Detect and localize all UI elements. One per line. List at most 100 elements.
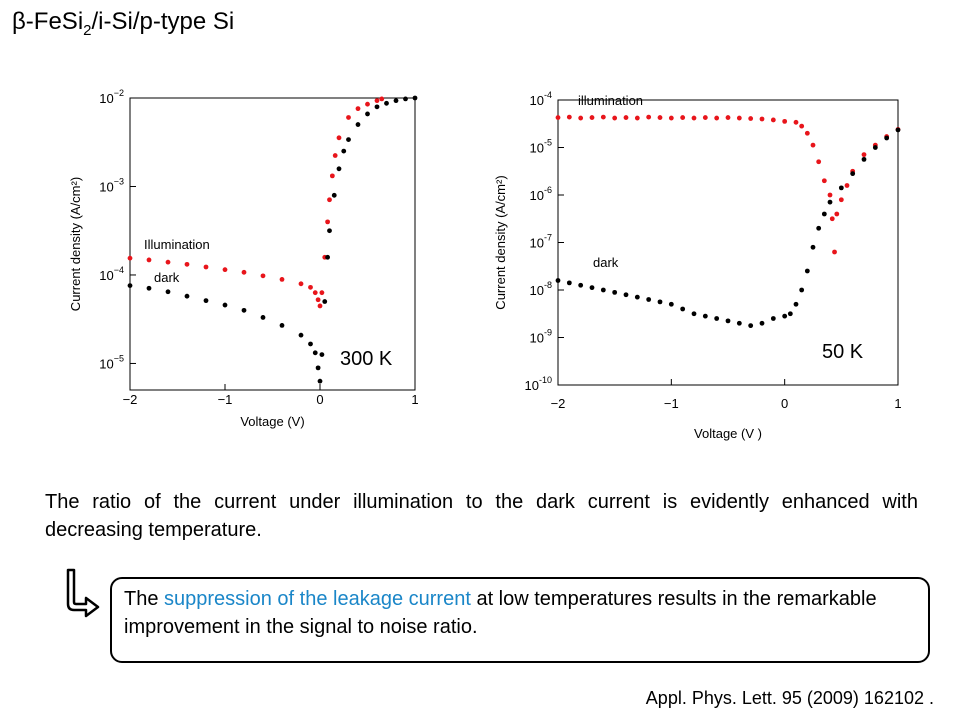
data-point (872, 145, 878, 150)
y-tick-label: 10−3 (99, 176, 124, 194)
data-point (759, 116, 765, 122)
y-axis-label: Current density (A/cm²) (493, 175, 508, 309)
data-point (317, 378, 323, 384)
data-point (203, 298, 209, 304)
data-point (322, 299, 328, 304)
data-point (834, 211, 840, 217)
data-point (725, 115, 731, 120)
data-point (325, 219, 330, 225)
citation: Appl. Phys. Lett. 95 (2009) 162102 . (645, 688, 934, 708)
data-point (341, 148, 347, 154)
plot-frame (129, 97, 416, 391)
data-point (184, 293, 190, 299)
data-point (884, 135, 890, 141)
series-dark (127, 95, 418, 384)
data-point (634, 294, 640, 300)
data-point (327, 197, 332, 203)
data-point (336, 166, 342, 172)
data-point (821, 211, 827, 217)
data-point (799, 123, 805, 129)
data-point (736, 320, 742, 326)
y-tick-label: 10-10 (525, 375, 552, 393)
data-point (657, 115, 663, 120)
y-tick-label: 10-6 (530, 185, 552, 203)
data-point (714, 115, 720, 121)
chart-50k: −2 −1 0 1 10-10 10-9 10-8 10-7 10-6 10-5 10-4 Volta… (493, 90, 902, 441)
highlight-text: suppression of the leakage current (164, 588, 471, 610)
x-tick-label: −2 (551, 396, 566, 411)
data-point (384, 100, 389, 106)
data-point (222, 302, 228, 308)
data-point (844, 183, 850, 188)
data-point (412, 95, 418, 101)
data-point (279, 323, 285, 328)
data-point (336, 135, 342, 141)
data-point (895, 127, 901, 133)
series-label: dark (154, 270, 180, 285)
data-point (331, 192, 337, 198)
data-point (355, 106, 361, 112)
data-point (623, 115, 629, 120)
chart-300k: −2 −1 0 1 10−5 10−4 10−3 10−2 Voltage (V) Current… (68, 88, 419, 429)
data-point (127, 283, 133, 288)
series-illumination (127, 96, 385, 309)
series-label: illumination (578, 93, 643, 108)
data-point (793, 119, 799, 125)
data-point (578, 282, 584, 288)
callout-box: The suppression of the leakage current a… (110, 577, 930, 663)
data-point (832, 249, 837, 255)
data-point (691, 115, 697, 121)
data-point (379, 96, 385, 102)
data-point (365, 111, 370, 117)
data-point (838, 185, 844, 191)
data-point (804, 130, 810, 136)
data-point (165, 259, 171, 265)
data-point (816, 225, 822, 231)
data-point (578, 115, 584, 121)
data-point (203, 264, 209, 270)
series-label: Illumination (144, 237, 210, 252)
series-illumination (555, 114, 901, 255)
data-point (770, 316, 776, 321)
data-point (861, 152, 867, 158)
x-axis-label: Voltage (V) (240, 414, 304, 429)
data-point (374, 104, 380, 110)
data-point (374, 98, 380, 104)
data-point (555, 115, 561, 120)
data-point (827, 192, 833, 198)
data-point (298, 281, 304, 287)
data-point (829, 216, 835, 222)
data-point (810, 244, 816, 250)
data-point (260, 273, 266, 279)
y-tick-label: 10−4 (99, 265, 124, 283)
data-point (612, 289, 618, 295)
data-point (393, 98, 399, 104)
data-point (799, 287, 805, 293)
x-tick-label: 1 (894, 396, 901, 411)
y-tick-label: 10−2 (99, 88, 124, 106)
data-point (838, 197, 844, 203)
data-point (748, 323, 754, 329)
data-point (308, 341, 313, 347)
data-point (725, 318, 731, 324)
data-point (600, 287, 606, 293)
y-axis-label: Current density (A/cm²) (68, 177, 83, 311)
data-point (346, 115, 351, 120)
data-point (184, 261, 190, 267)
data-point (329, 173, 335, 179)
data-point (346, 137, 351, 142)
data-point (600, 114, 606, 120)
data-point (319, 290, 325, 296)
data-point (566, 280, 572, 286)
data-point (308, 284, 313, 290)
x-axis-label: Voltage (V ) (694, 426, 762, 441)
x-tick-label: 1 (411, 392, 418, 407)
data-point (691, 311, 697, 317)
data-point (403, 96, 408, 102)
temperature-label: 50 K (822, 341, 864, 363)
data-point (646, 114, 652, 120)
data-point (787, 311, 793, 317)
y-tick-label: 10-5 (530, 138, 552, 156)
data-point (657, 299, 663, 305)
